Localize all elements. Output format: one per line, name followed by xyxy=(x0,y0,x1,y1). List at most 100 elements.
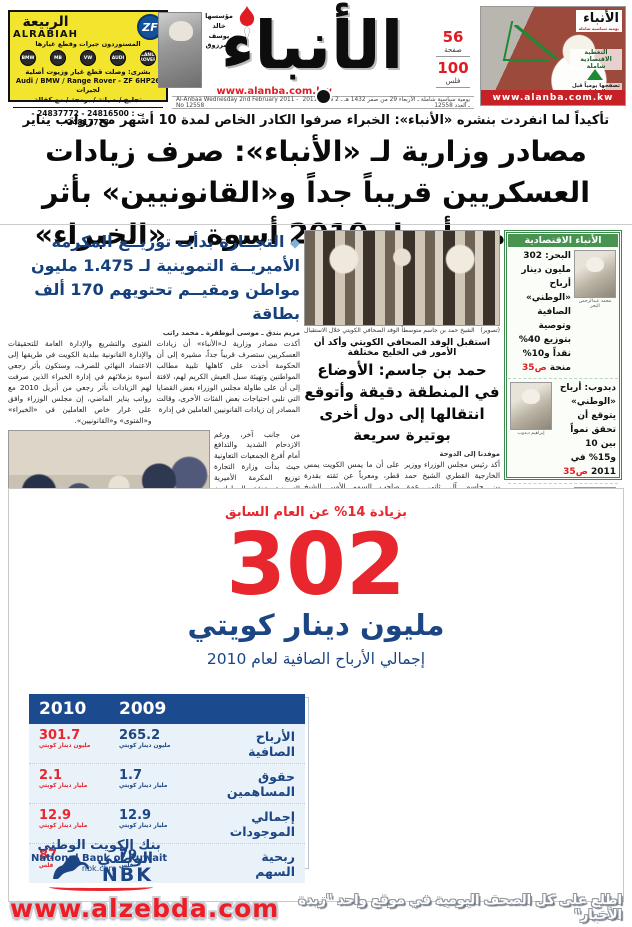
pages-price-block: 56 صفحة 100 فلس xyxy=(436,28,470,90)
value-2009: 79 فلس xyxy=(119,849,219,879)
story-photo-block: إبراهيم دبدوب xyxy=(510,382,552,436)
nbk-big-number: 302 xyxy=(226,515,406,615)
qatar-headline: حمد بن جاسم: الأوضاع في المنطقة دقيقة وأ… xyxy=(304,361,500,445)
qatar-kicker: استقبل الوفد الصحافي الكويتي وأكد أن الأ… xyxy=(313,338,491,358)
brand-logo-icon: BMW xyxy=(20,50,36,66)
price-word: فلس xyxy=(445,77,461,85)
brand-logo-icon: LAND ROVER xyxy=(140,50,156,66)
unit-2010: مليار دينار كويتي xyxy=(39,782,88,789)
lead-headline: مصادر وزارية لـ «الأنباء»: صرف زيادات ال… xyxy=(34,135,598,251)
masthead-site-url[interactable]: www.alanba.com.kw xyxy=(216,86,332,97)
table-row: 12.9 مليار دينار كويتي 12.9 مليار دينار كوي… xyxy=(29,804,305,844)
alrabiah-ad[interactable]: ZF الربيعة ALRABIAH المستوردون جيرات وقط… xyxy=(8,10,168,127)
lead-kicker: تأكيداً لما انفردت بنشره «الأنباء»: الخب… xyxy=(22,113,610,128)
row-label: حقوق المساهمين xyxy=(226,769,295,799)
row-label: إجمالي الموجودات xyxy=(229,809,295,839)
alrabiah-name-en: ALRABIAH xyxy=(13,28,79,40)
row-label: الأرباح الصافية xyxy=(248,729,295,759)
nbk-logo-swoosh xyxy=(49,887,153,891)
nbk-table-body: 301.7 مليون دينار كويتي 265.2 مليون دينار ك… xyxy=(29,724,305,883)
moon-icon xyxy=(315,88,332,105)
table-header: 2010 2009 xyxy=(29,694,305,724)
unit-2009: مليون دينار كويتي xyxy=(119,742,171,749)
supply-byline: مريم بندق ـ موسى أبوطفرة ـ محمد راتب xyxy=(162,329,300,337)
value-2009: 1.7 مليار دينار كويتي xyxy=(119,769,219,799)
page-ref[interactable]: ص35 xyxy=(522,362,547,373)
value-2010: 87 فلس xyxy=(39,849,119,879)
story-photo xyxy=(510,382,552,431)
col-2009: 2009 xyxy=(119,699,167,719)
page-ref[interactable]: ص35 xyxy=(563,467,588,478)
nbk-unit: مليون دينار كويتي xyxy=(187,608,445,642)
supply-body-col2: الفتوى والتشريع والإدارة العامة للتحقيقا… xyxy=(8,339,152,425)
promo-url[interactable]: www.alanba.com.kw xyxy=(481,90,625,105)
nbk-logo-ar: الوطني xyxy=(97,849,153,867)
nbk-increase-note: بزيادة 14% عن العام السابق xyxy=(224,505,408,520)
unit-2010: مليار دينار كويتي xyxy=(39,822,88,829)
value-2010: 301.7 مليون دينار كويتي xyxy=(39,729,119,759)
delegation-photo xyxy=(304,230,500,326)
supply-body-col1: أكدت مصادر وزارية لـ«الأنباء» أن زيادات … xyxy=(156,339,301,414)
alrabiah-line4: تجليخ / صيانة / برمجة / مع كفالة xyxy=(34,95,142,104)
value-2009: 12.9 مليار دينار كويتي xyxy=(119,809,219,839)
nbk-bank-name: بنك الكويت الوطني National Bank of Kuwai… xyxy=(31,838,167,873)
middle-section: الأنباء الاقتصادية محمد عبدالرحمن البحر ا… xyxy=(0,224,632,686)
value-2009: 265.2 مليون دينار كويتي xyxy=(119,729,219,759)
story-photo-block: محمد عبدالرحمن البحر xyxy=(574,250,616,309)
sidebar-story[interactable]: إبراهيم دبدوب دبدوب: أرباح «الوطني» يتوقع… xyxy=(508,379,618,484)
dateline-english: Al-Anbaa Wednesday 2nd February 2011 - N… xyxy=(176,96,299,109)
sidebar-story[interactable]: محمد عبدالرحمن البحر البحر: 302 مليون دين… xyxy=(508,247,618,380)
founder-photo xyxy=(158,12,202,88)
alrabiah-subtitle: المستوردون جيرات وقطع غيارها xyxy=(35,40,141,48)
story-text: دبدوب: أرباح «الوطني» يتوقع أن تحقق نموا… xyxy=(559,383,616,478)
founder-label: مؤسسها خالد يوسف المرزوق xyxy=(205,12,233,50)
bank-url[interactable]: nbk.com xyxy=(81,864,117,873)
unit-2010: مليون دينار كويتي xyxy=(39,742,91,749)
alrabiah-phones: ت : 24816500 - 24837772 - 24817778 xyxy=(13,106,163,127)
brand-logo-icon: AUDI xyxy=(110,50,126,66)
brand-logo-icon: MB xyxy=(50,50,66,66)
promo-logo-tag: يومية سياسية شاملة xyxy=(578,26,619,31)
nbk-subtitle: إجمالي الأرباح الصافية لعام 2010 xyxy=(206,650,426,668)
watermark-url[interactable]: www.alzebda.com xyxy=(10,893,280,923)
alrabiah-name-ar: الربيعة xyxy=(22,13,69,30)
brand-logo-icon: VW xyxy=(80,50,96,66)
row-label: ربحية السهم xyxy=(255,849,295,879)
nbk-camel-icon xyxy=(49,849,93,887)
bank-name-en: National Bank of Kuwait xyxy=(31,853,168,864)
nbk-results-table: 2010 2009 301.7 مليون دينار كويتي 265.2 ملي… xyxy=(29,694,305,883)
delegation-photo-caption: الشيخ حمد بن جاسم متوسطاً الوفد الصحافي … xyxy=(304,327,475,334)
story-text: البحر: 302 مليون دينار أرباح «الوطني» ال… xyxy=(518,251,571,373)
promo-logo: الأنباء يومية سياسية شاملة xyxy=(575,10,622,32)
green-triangle-icon xyxy=(587,69,603,80)
watermark-text: اطلع على كل الصحف اليومية في موقع واحد "… xyxy=(298,893,622,923)
alrabiah-line3: Audi / BMW / Range Rover - ZF 6HP26 لجير… xyxy=(15,77,161,95)
unit-2009: مليار دينار كويتي xyxy=(119,782,168,789)
pages-word: صفحة xyxy=(444,46,462,54)
nbk-logo-en: NBK xyxy=(101,864,153,886)
story-photo xyxy=(574,250,616,298)
diamond-bullet-icon: ◆ xyxy=(290,236,300,251)
unit-2010: فلس xyxy=(39,862,54,869)
bank-name-ar: بنك الكويت الوطني xyxy=(37,838,161,853)
delegation-photo-credit: (تصوير) xyxy=(480,327,500,334)
qatar-byline: موفدنا إلى الدوحة xyxy=(439,450,501,458)
col-2010: 2010 xyxy=(39,699,87,719)
unit-2009: مليار دينار كويتي xyxy=(119,822,168,829)
economic-supplement-promo[interactable]: الأنباء يومية سياسية شاملة التغطية الاقت… xyxy=(480,6,626,106)
table-row: 301.7 مليون دينار كويتي 265.2 مليون دينار ك… xyxy=(29,724,305,764)
supply-headline: ◆ التجــارة بدأت توزيــع المكرمة الأميري… xyxy=(30,232,300,323)
table-row: 2.1 مليار دينار كويتي 1.7 مليار دينار كويتي… xyxy=(29,764,305,804)
alrabiah-line2: بشرى: وصلت قطع غيار وزيوت أصلية xyxy=(25,68,151,76)
econ-sidebar: الأنباء الاقتصادية محمد عبدالرحمن البحر ا… xyxy=(504,230,622,686)
stock-chart-icon xyxy=(502,21,558,61)
promo-line1: التغطية الاقتصادية شاملة xyxy=(570,49,622,70)
unit-2009: فلس xyxy=(119,862,134,869)
table-row: 87 فلس 79 فلس ربحية السهم xyxy=(29,844,305,883)
value-2010: 12.9 مليار دينار كويتي xyxy=(39,809,119,839)
flame-pen-icon xyxy=(236,6,258,44)
nbk-logo: الوطني NBK xyxy=(49,849,153,887)
price-value: 100 xyxy=(437,59,469,77)
econ-sidebar-title: الأنباء الاقتصادية xyxy=(508,234,618,247)
